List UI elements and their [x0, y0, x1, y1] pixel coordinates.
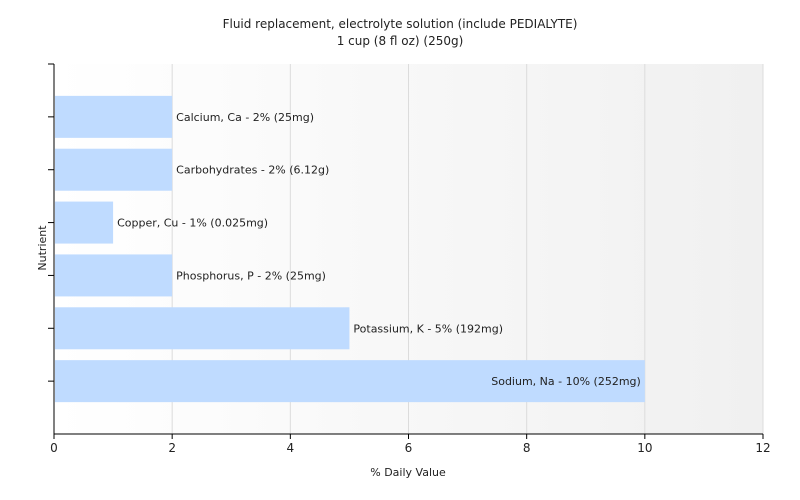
x-axis-ticks: 0 2 4 6 8 10 12 [50, 434, 771, 455]
bar [55, 148, 173, 191]
x-axis-label: % Daily Value [370, 466, 446, 479]
bar-label: Potassium, K - 5% (192mg) [353, 322, 503, 335]
bar-label: Sodium, Na - 10% (252mg) [491, 375, 641, 388]
bar-labels: Calcium, Ca - 2% (25mg) Carbohydrates - 2… [117, 111, 641, 388]
bar-label: Calcium, Ca - 2% (25mg) [176, 111, 314, 124]
bars [55, 95, 645, 403]
bar-label: Phosphorus, P - 2% (25mg) [176, 269, 326, 282]
x-tick-label: 8 [523, 441, 531, 455]
x-tick-label: 2 [168, 441, 176, 455]
y-axis-ticks [48, 63, 54, 382]
bar [55, 254, 173, 297]
x-tick-label: 12 [755, 441, 770, 455]
bar-label: Copper, Cu - 1% (0.025mg) [117, 217, 268, 230]
x-tick-label: 10 [637, 441, 652, 455]
x-tick-label: 0 [50, 441, 58, 455]
bar [55, 95, 173, 138]
x-tick-label: 6 [405, 441, 413, 455]
bar [55, 360, 645, 403]
chart-title: Fluid replacement, electrolyte solution … [223, 17, 578, 31]
x-tick-label: 4 [287, 441, 295, 455]
bar [55, 307, 350, 350]
chart-subtitle: 1 cup (8 fl oz) (250g) [337, 34, 464, 48]
bar [55, 201, 114, 244]
bar-label: Carbohydrates - 2% (6.12g) [176, 164, 329, 177]
y-axis-label: Nutrient [36, 225, 49, 271]
